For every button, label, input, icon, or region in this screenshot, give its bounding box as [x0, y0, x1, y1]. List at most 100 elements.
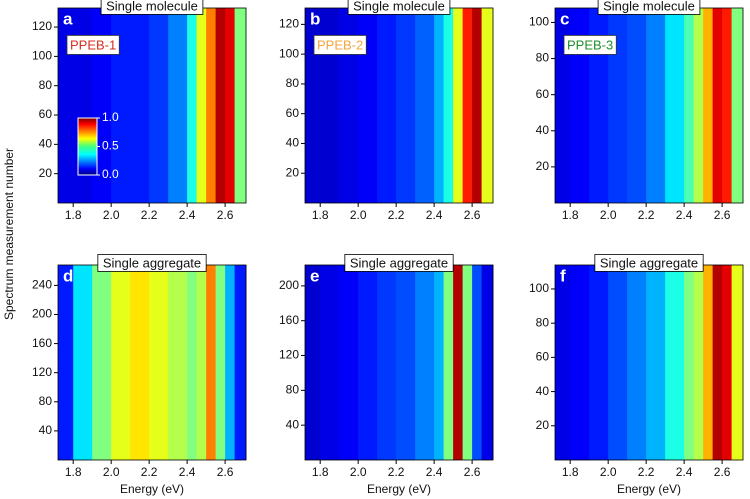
x-tick-label: 1.8	[562, 208, 579, 222]
x-tick-label: 2.0	[600, 208, 617, 222]
heat-cell	[358, 8, 378, 203]
panel-title: Single aggregate	[350, 255, 448, 270]
y-tick-label: 40	[286, 417, 300, 431]
heat-cell	[377, 265, 397, 460]
title-box	[100, 0, 204, 15]
heat-cell	[555, 265, 571, 460]
heat-cell	[320, 8, 340, 203]
heat-cell	[225, 265, 236, 460]
heat-cell	[684, 8, 695, 203]
heat-cell	[92, 265, 112, 460]
y-tick-label: 60	[286, 106, 300, 120]
x-tick-label: 1.8	[312, 208, 329, 222]
heat-cell	[703, 8, 714, 203]
x-tick-label: 1.8	[65, 208, 82, 222]
x-tick-label: 2.0	[103, 465, 120, 479]
x-tick-label: 2.0	[103, 208, 120, 222]
y-tick-label: 160	[279, 313, 299, 327]
heat-cell	[589, 265, 609, 460]
y-tick-label: 20	[536, 159, 550, 173]
heat-cell	[472, 265, 483, 460]
x-tick-label: 1.8	[562, 465, 579, 479]
y-tick-label: 100	[32, 49, 52, 63]
y-tick-label: 80	[286, 76, 300, 90]
heat-cell	[130, 8, 150, 203]
title-box	[344, 254, 454, 272]
heat-cell	[111, 265, 131, 460]
heat-cell	[722, 8, 733, 203]
heat-cell	[73, 265, 93, 460]
y-tick-label: 120	[32, 19, 52, 33]
heat-cell	[731, 8, 744, 203]
heat-cell	[712, 265, 723, 460]
heat-cell	[693, 265, 704, 460]
x-tick-label: 2.2	[638, 208, 655, 222]
x-tick-label: 2.4	[676, 208, 693, 222]
heat-cell	[396, 265, 416, 460]
x-tick-label: 2.6	[464, 465, 481, 479]
heat-cell	[472, 8, 483, 203]
heat-cell	[693, 8, 704, 203]
heat-cell	[58, 265, 74, 460]
x-tick-label: 2.0	[600, 465, 617, 479]
x-axis-label: Energy (eV)	[120, 482, 184, 496]
x-tick-label: 2.6	[714, 465, 731, 479]
panel-title: Single molecule	[353, 0, 445, 13]
x-tick-label: 2.2	[388, 208, 405, 222]
panel-letter: b	[310, 9, 320, 28]
y-tick-label: 40	[286, 136, 300, 150]
heat-cell	[149, 8, 169, 203]
heat-cell	[187, 265, 198, 460]
y-axis-label: Spectrum measurement number	[2, 148, 16, 320]
x-tick-label: 2.4	[426, 208, 443, 222]
heat-cell	[149, 265, 169, 460]
heat-cell	[608, 8, 628, 203]
title-box	[347, 0, 451, 15]
y-tick-label: 80	[286, 383, 300, 397]
x-tick-label: 2.0	[350, 465, 367, 479]
heat-cell	[377, 8, 397, 203]
y-tick-label: 60	[536, 87, 550, 101]
panel-title: Single molecule	[603, 0, 695, 13]
heat-cell	[646, 265, 666, 460]
heat-cell	[305, 265, 321, 460]
y-tick-label: 80	[39, 78, 53, 92]
heat-cell	[196, 265, 207, 460]
y-tick-label: 60	[536, 350, 550, 364]
x-tick-label: 2.0	[350, 208, 367, 222]
y-tick-label: 80	[536, 51, 550, 65]
heat-cell	[320, 265, 340, 460]
heat-cell	[627, 8, 647, 203]
panel-letter: d	[63, 266, 73, 285]
heat-cell	[396, 8, 416, 203]
panel-title: Single molecule	[106, 0, 198, 13]
y-tick-label: 60	[39, 107, 53, 121]
heat-cell	[481, 8, 494, 203]
sample-box	[563, 35, 617, 55]
panel-letter: a	[63, 9, 73, 28]
y-tick-label: 120	[279, 17, 299, 31]
heat-cell	[570, 8, 590, 203]
panel-title: Single aggregate	[103, 255, 201, 270]
heat-cell	[608, 265, 628, 460]
panel-letter: c	[560, 9, 569, 28]
heat-cell	[130, 265, 150, 460]
x-tick-label: 2.2	[141, 465, 158, 479]
x-axis-label: Energy (eV)	[617, 482, 681, 496]
y-tick-label: 200	[32, 307, 52, 321]
x-tick-label: 2.2	[388, 465, 405, 479]
heat-cell	[443, 8, 454, 203]
heat-cell	[443, 265, 454, 460]
x-tick-label: 2.4	[426, 465, 443, 479]
heat-cell	[168, 265, 188, 460]
heat-cell	[434, 265, 445, 460]
colorbar	[77, 117, 98, 176]
y-tick-label: 20	[286, 165, 300, 179]
heat-cell	[462, 8, 473, 203]
x-tick-label: 2.4	[179, 208, 196, 222]
y-tick-label: 100	[279, 46, 299, 60]
y-tick-label: 20	[39, 166, 53, 180]
sample-box	[313, 35, 367, 55]
x-tick-label: 2.6	[714, 208, 731, 222]
heat-cell	[415, 8, 435, 203]
